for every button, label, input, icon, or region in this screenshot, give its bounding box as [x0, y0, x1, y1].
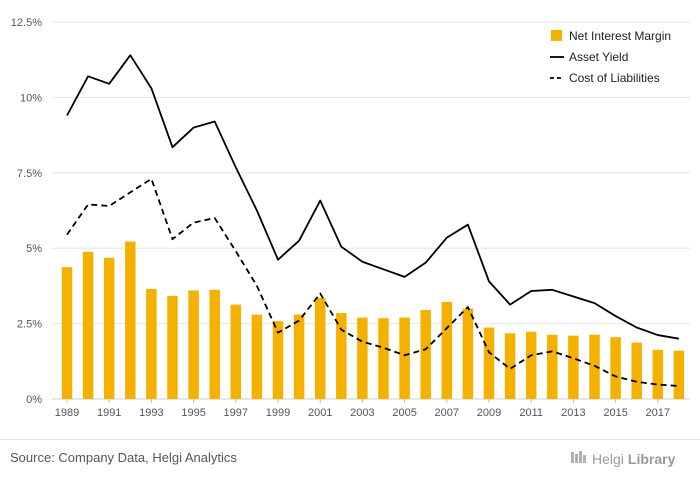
brand-name: Helgi	[592, 450, 624, 467]
y-tick-label: 7.5%	[17, 168, 42, 180]
x-tick-label: 2009	[477, 407, 501, 419]
x-tick-label: 1991	[97, 407, 121, 419]
axes: 0% 2.5% 5% 7.5% 10% 12.5% 1989 1991 1993 1995 1997…	[11, 17, 670, 419]
nim-bar	[504, 333, 516, 399]
nim-bar	[188, 290, 199, 399]
x-tick-label: 2013	[561, 407, 585, 419]
brand-logo[interactable]: Helgi Library	[570, 450, 675, 467]
nim-bar	[314, 297, 326, 399]
legend-label: Cost of Liabilities	[569, 71, 660, 85]
nim-bar	[399, 317, 410, 399]
x-tick-label: 2007	[435, 407, 459, 419]
x-tick-label: 1997	[224, 407, 248, 419]
y-tick-label: 2.5%	[17, 319, 42, 331]
nim-bar	[568, 335, 579, 399]
gridlines	[52, 21, 690, 400]
cost-of-liabilities-line	[66, 177, 679, 387]
nim-bar	[525, 331, 537, 399]
legend-swatch-bar	[551, 30, 562, 41]
y-tick-label: 0%	[26, 394, 42, 406]
nim-bar	[230, 304, 242, 399]
nim-bar	[251, 314, 263, 399]
nim-bar	[589, 334, 600, 399]
nim-bar	[652, 349, 664, 399]
nim-bar	[547, 334, 558, 399]
y-tick-label: 5%	[26, 243, 42, 255]
nim-bar	[673, 350, 685, 399]
nim-bar	[209, 289, 220, 399]
library-icon	[570, 450, 588, 467]
nim-bar	[441, 301, 453, 399]
nim-bar	[293, 314, 305, 399]
x-tick-label: 1999	[266, 407, 290, 419]
legend-label: Net Interest Margin	[569, 29, 671, 43]
nim-bar	[483, 327, 495, 399]
x-tick-label: 2005	[392, 407, 416, 419]
nim-bar	[146, 288, 157, 399]
asset-yield-line	[66, 54, 680, 340]
x-tick-label: 2015	[603, 407, 627, 419]
nim-bar	[82, 251, 94, 399]
brand-suffix: Library	[627, 450, 676, 467]
nim-bar	[336, 313, 347, 399]
x-tick-label: 2011	[519, 407, 543, 419]
y-tick-label: 12.5%	[11, 17, 42, 29]
x-tick-label: 2001	[308, 407, 332, 419]
nim-bar	[631, 342, 642, 399]
nim-bar	[125, 241, 136, 399]
nim-bar	[167, 295, 178, 399]
nim-bar	[462, 308, 474, 399]
legend: Net Interest Margin Asset Yield Cost of Li…	[550, 29, 671, 85]
legend-label: Asset Yield	[569, 50, 628, 64]
x-tick-label: 2017	[646, 407, 670, 419]
nim-bar	[357, 317, 368, 399]
line-series	[66, 54, 680, 387]
x-tick-label: 1989	[55, 407, 79, 419]
nim-bar	[610, 337, 621, 399]
x-tick-label: 1993	[139, 407, 163, 419]
source-text: Source: Company Data, Helgi Analytics	[10, 450, 237, 465]
x-tick-label: 2003	[350, 407, 374, 419]
footer-divider	[0, 439, 700, 440]
nim-bar	[420, 310, 431, 399]
nim-bar	[378, 318, 389, 399]
nim-bar	[272, 321, 284, 399]
x-tick-label: 1995	[181, 407, 205, 419]
bar-series	[61, 241, 685, 399]
chart-svg: 0% 2.5% 5% 7.5% 10% 12.5% 1989 1991 1993 1995 1997…	[11, 17, 690, 419]
nim-bar	[61, 267, 73, 399]
y-tick-label: 10%	[20, 92, 42, 104]
nim-bar	[103, 257, 115, 399]
